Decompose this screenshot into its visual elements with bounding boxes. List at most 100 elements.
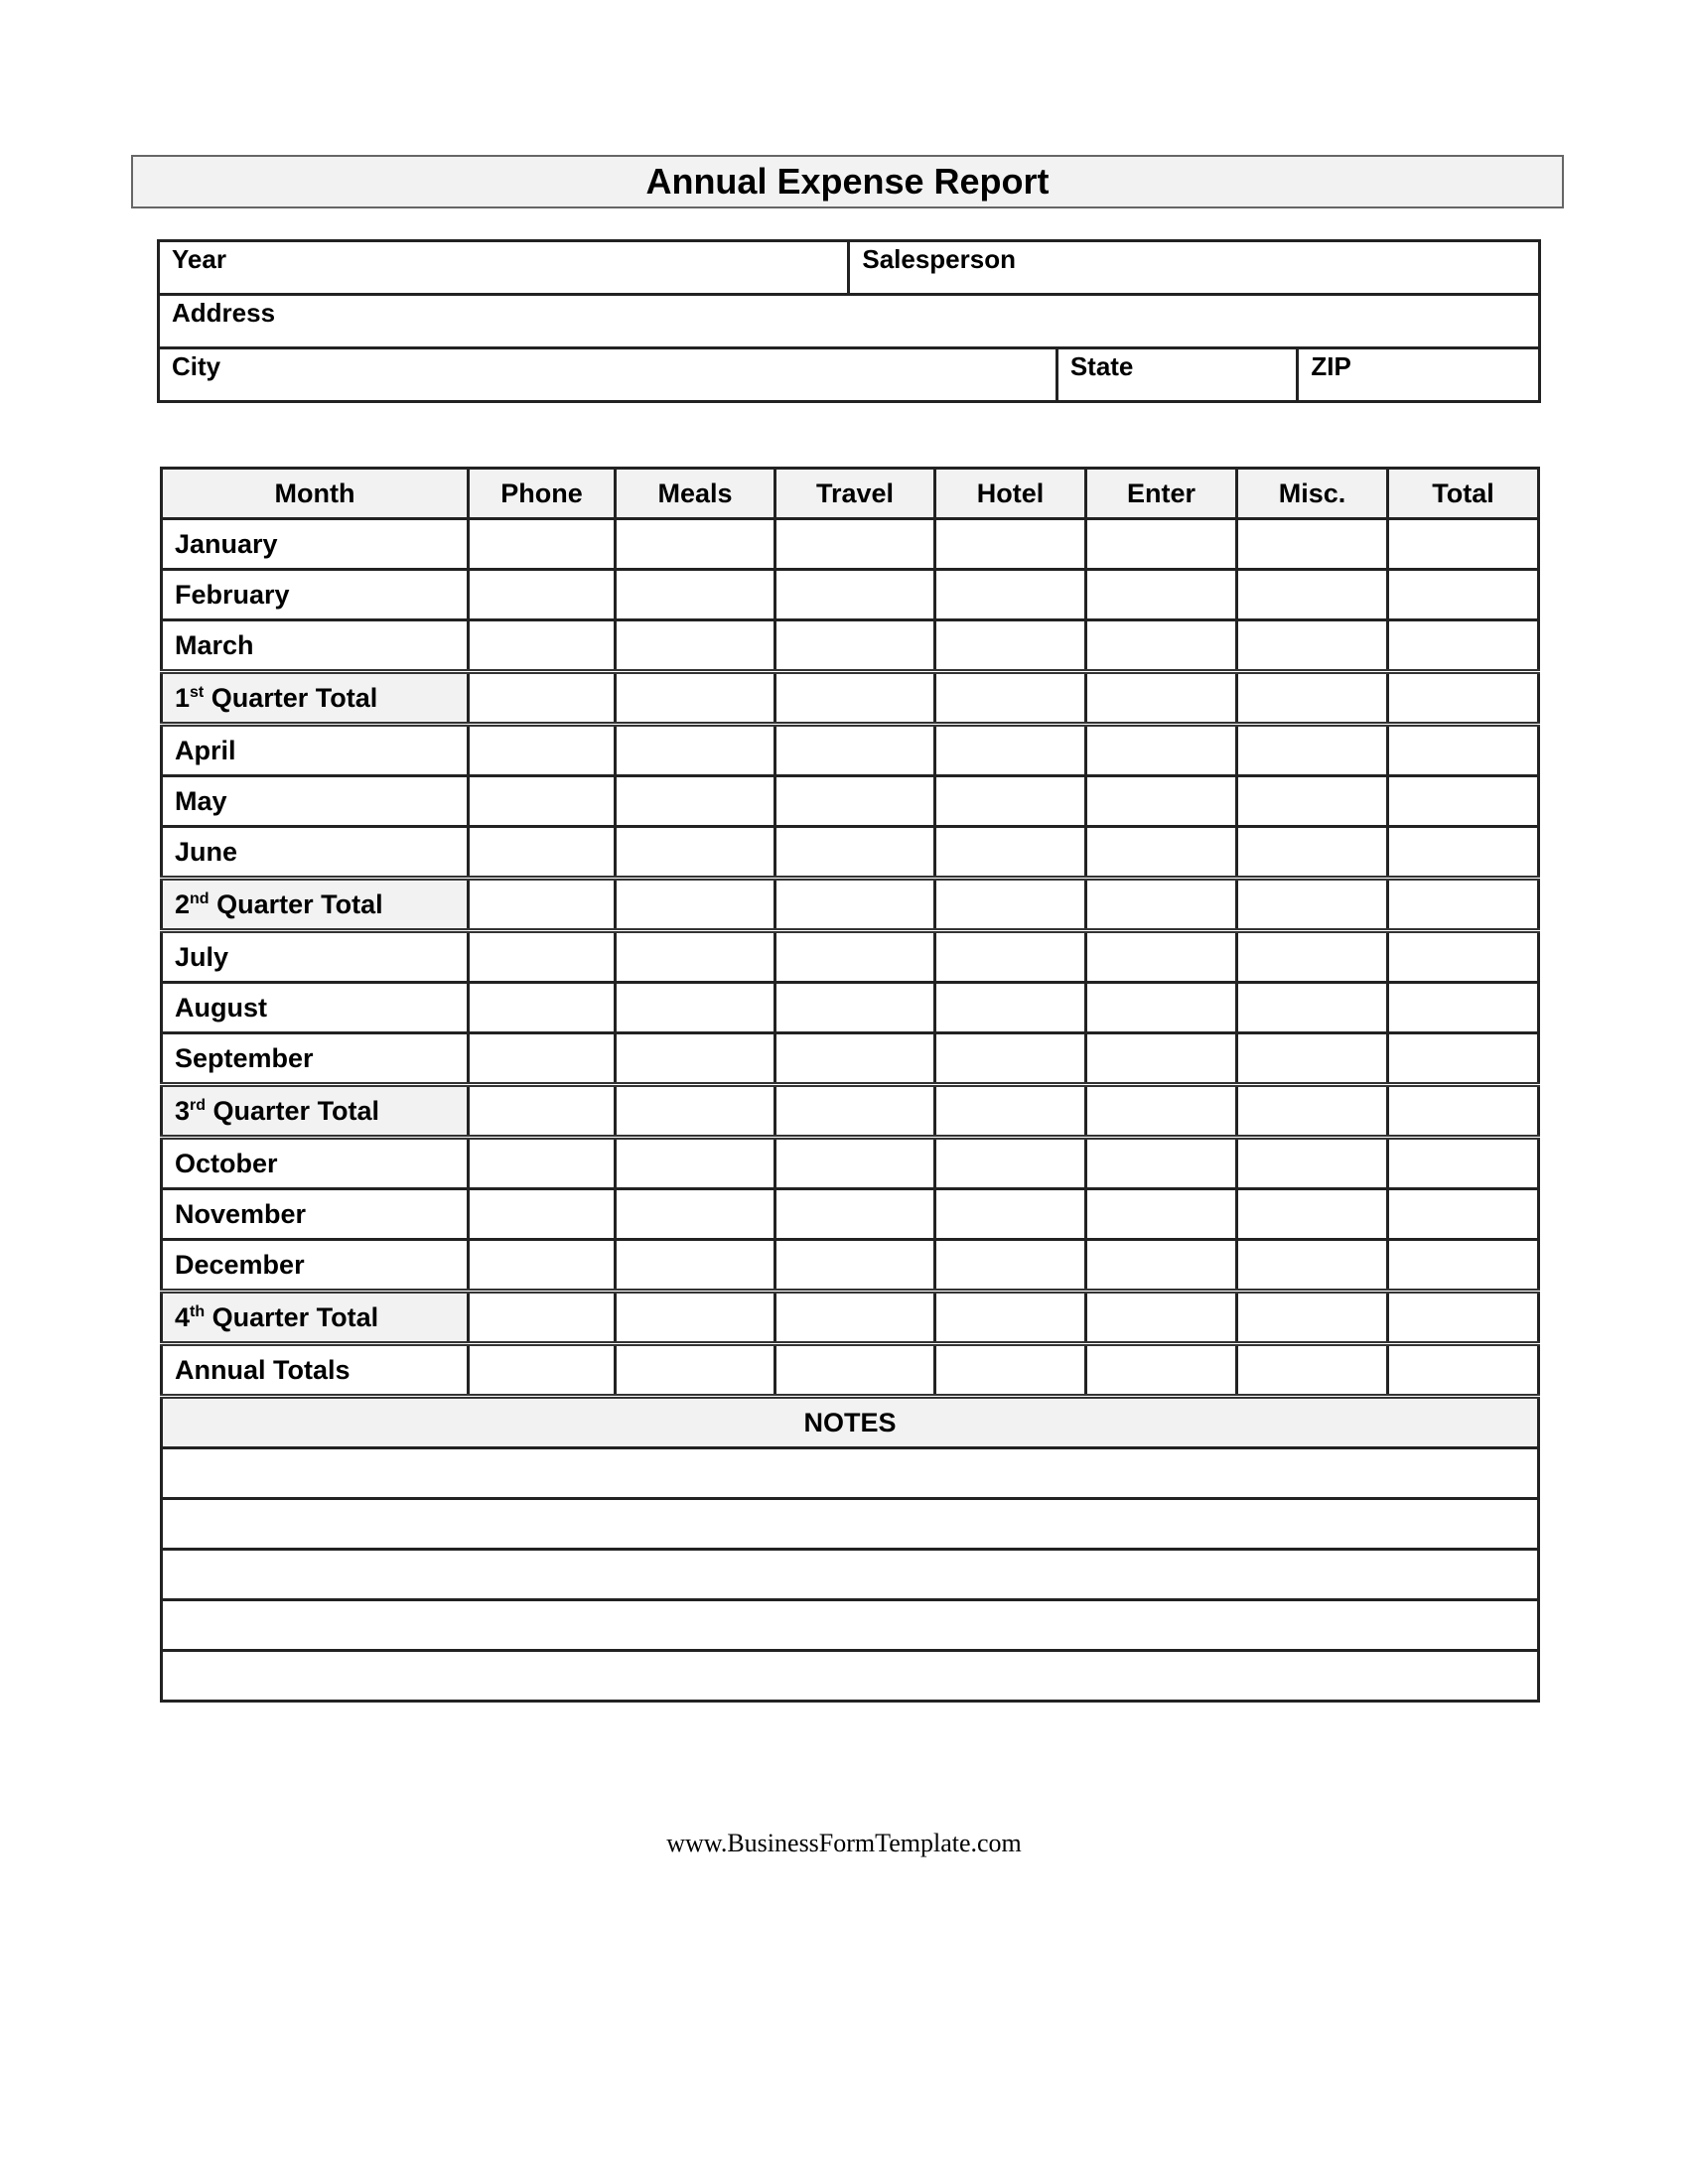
amount-cell-meals[interactable] — [614, 1082, 776, 1140]
amount-cell-phone[interactable] — [467, 1289, 617, 1346]
amount-cell-total[interactable] — [1386, 1238, 1540, 1293]
amount-cell-total[interactable] — [1386, 774, 1540, 828]
amount-cell-travel[interactable] — [774, 517, 936, 571]
salesperson-field[interactable]: Salesperson — [847, 239, 1541, 296]
amount-cell-enter[interactable] — [1084, 1342, 1238, 1399]
amount-cell-enter[interactable] — [1084, 517, 1238, 571]
amount-cell-total[interactable] — [1386, 669, 1540, 727]
amount-cell-enter[interactable] — [1084, 669, 1238, 727]
notes-line[interactable] — [160, 1548, 1540, 1601]
amount-cell-misc[interactable] — [1235, 774, 1389, 828]
amount-cell-travel[interactable] — [774, 568, 936, 621]
notes-line[interactable] — [160, 1649, 1540, 1703]
amount-cell-meals[interactable] — [614, 981, 776, 1034]
amount-cell-total[interactable] — [1386, 517, 1540, 571]
amount-cell-phone[interactable] — [467, 981, 617, 1034]
amount-cell-travel[interactable] — [774, 1082, 936, 1140]
amount-cell-meals[interactable] — [614, 774, 776, 828]
amount-cell-total[interactable] — [1386, 618, 1540, 673]
amount-cell-travel[interactable] — [774, 618, 936, 673]
amount-cell-hotel[interactable] — [933, 1289, 1087, 1346]
amount-cell-total[interactable] — [1386, 929, 1540, 984]
amount-cell-hotel[interactable] — [933, 723, 1087, 777]
amount-cell-meals[interactable] — [614, 618, 776, 673]
amount-cell-total[interactable] — [1386, 1342, 1540, 1399]
amount-cell-phone[interactable] — [467, 1136, 617, 1190]
amount-cell-enter[interactable] — [1084, 1187, 1238, 1241]
amount-cell-enter[interactable] — [1084, 1289, 1238, 1346]
amount-cell-phone[interactable] — [467, 876, 617, 933]
amount-cell-misc[interactable] — [1235, 1187, 1389, 1241]
amount-cell-enter[interactable] — [1084, 568, 1238, 621]
amount-cell-enter[interactable] — [1084, 929, 1238, 984]
amount-cell-hotel[interactable] — [933, 517, 1087, 571]
amount-cell-hotel[interactable] — [933, 929, 1087, 984]
amount-cell-misc[interactable] — [1235, 568, 1389, 621]
amount-cell-hotel[interactable] — [933, 774, 1087, 828]
state-field[interactable]: State — [1055, 346, 1300, 403]
city-field[interactable]: City — [157, 346, 1058, 403]
amount-cell-misc[interactable] — [1235, 1136, 1389, 1190]
amount-cell-misc[interactable] — [1235, 876, 1389, 933]
amount-cell-misc[interactable] — [1235, 1031, 1389, 1086]
amount-cell-travel[interactable] — [774, 1031, 936, 1086]
zip-field[interactable]: ZIP — [1296, 346, 1541, 403]
amount-cell-phone[interactable] — [467, 618, 617, 673]
amount-cell-enter[interactable] — [1084, 774, 1238, 828]
amount-cell-phone[interactable] — [467, 517, 617, 571]
amount-cell-misc[interactable] — [1235, 1082, 1389, 1140]
amount-cell-travel[interactable] — [774, 1342, 936, 1399]
amount-cell-total[interactable] — [1386, 568, 1540, 621]
amount-cell-phone[interactable] — [467, 568, 617, 621]
amount-cell-meals[interactable] — [614, 1289, 776, 1346]
amount-cell-travel[interactable] — [774, 825, 936, 880]
amount-cell-travel[interactable] — [774, 723, 936, 777]
amount-cell-travel[interactable] — [774, 1187, 936, 1241]
amount-cell-phone[interactable] — [467, 929, 617, 984]
amount-cell-phone[interactable] — [467, 1031, 617, 1086]
amount-cell-hotel[interactable] — [933, 669, 1087, 727]
amount-cell-phone[interactable] — [467, 774, 617, 828]
amount-cell-total[interactable] — [1386, 1289, 1540, 1346]
amount-cell-phone[interactable] — [467, 1238, 617, 1293]
amount-cell-phone[interactable] — [467, 723, 617, 777]
amount-cell-misc[interactable] — [1235, 981, 1389, 1034]
year-field[interactable]: Year — [156, 239, 851, 296]
amount-cell-hotel[interactable] — [933, 1238, 1087, 1293]
footer-url[interactable]: www.BusinessFormTemplate.com — [666, 1829, 1022, 1857]
amount-cell-enter[interactable] — [1084, 981, 1238, 1034]
amount-cell-phone[interactable] — [467, 1187, 617, 1241]
amount-cell-hotel[interactable] — [933, 981, 1087, 1034]
amount-cell-hotel[interactable] — [933, 1136, 1087, 1190]
amount-cell-travel[interactable] — [774, 1136, 936, 1190]
amount-cell-enter[interactable] — [1084, 723, 1238, 777]
notes-line[interactable] — [160, 1497, 1540, 1551]
address-field[interactable]: Address — [157, 293, 1541, 349]
amount-cell-enter[interactable] — [1084, 1031, 1238, 1086]
amount-cell-phone[interactable] — [467, 669, 617, 727]
amount-cell-meals[interactable] — [614, 669, 776, 727]
amount-cell-total[interactable] — [1386, 1031, 1540, 1086]
amount-cell-hotel[interactable] — [933, 568, 1087, 621]
amount-cell-phone[interactable] — [467, 825, 617, 880]
amount-cell-travel[interactable] — [774, 929, 936, 984]
amount-cell-total[interactable] — [1386, 981, 1540, 1034]
amount-cell-total[interactable] — [1386, 723, 1540, 777]
amount-cell-total[interactable] — [1386, 1187, 1540, 1241]
amount-cell-travel[interactable] — [774, 876, 936, 933]
amount-cell-phone[interactable] — [467, 1082, 617, 1140]
amount-cell-enter[interactable] — [1084, 618, 1238, 673]
amount-cell-enter[interactable] — [1084, 825, 1238, 880]
amount-cell-meals[interactable] — [614, 1031, 776, 1086]
amount-cell-enter[interactable] — [1084, 876, 1238, 933]
amount-cell-hotel[interactable] — [933, 1187, 1087, 1241]
amount-cell-meals[interactable] — [614, 1342, 776, 1399]
amount-cell-misc[interactable] — [1235, 669, 1389, 727]
amount-cell-misc[interactable] — [1235, 1289, 1389, 1346]
amount-cell-meals[interactable] — [614, 1136, 776, 1190]
amount-cell-meals[interactable] — [614, 568, 776, 621]
amount-cell-total[interactable] — [1386, 876, 1540, 933]
amount-cell-travel[interactable] — [774, 1238, 936, 1293]
amount-cell-meals[interactable] — [614, 929, 776, 984]
amount-cell-meals[interactable] — [614, 1187, 776, 1241]
